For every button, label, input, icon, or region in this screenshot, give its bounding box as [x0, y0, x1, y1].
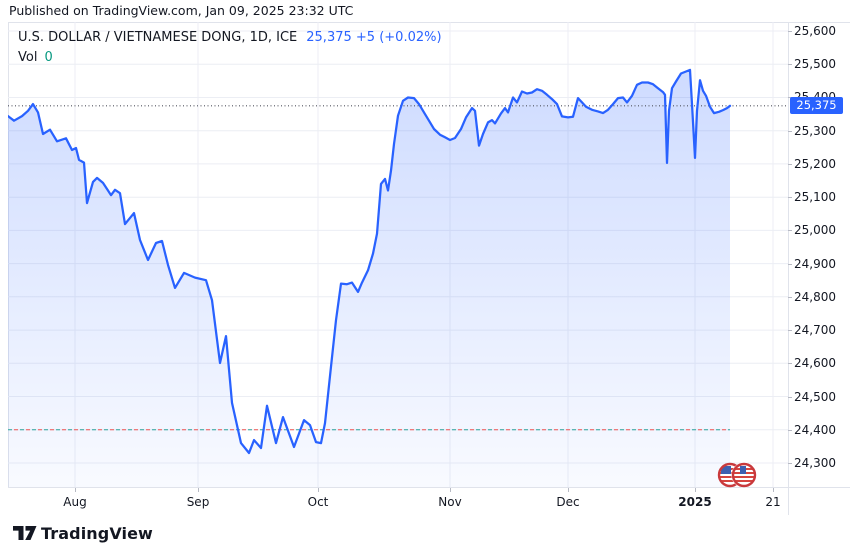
price-axis-tick: [788, 64, 792, 66]
price-axis-tick: [788, 263, 792, 265]
time-axis-tick: [450, 488, 451, 492]
time-axis-tick: [773, 488, 774, 492]
pane-bottom-border: [8, 487, 850, 488]
price-axis-tick: [788, 31, 792, 32]
price-axis-label: 25,000: [794, 223, 836, 238]
price-axis-tick: [788, 130, 792, 132]
time-axis-tick: [695, 488, 696, 492]
volume-value: 0: [44, 50, 53, 65]
price-axis-label: 25,100: [794, 190, 836, 205]
price-axis-label: 25,600: [794, 24, 836, 38]
instrument-flags-icon: [717, 462, 757, 488]
price-axis-tick: [788, 463, 792, 464]
brand-name[interactable]: TradingView: [41, 524, 153, 543]
price-axis-tick: [788, 296, 792, 298]
price-axis-label: 24,800: [794, 289, 836, 304]
price-axis-tick: [788, 163, 792, 165]
time-axis-label: Dec: [556, 495, 580, 509]
pane-top-border: [8, 22, 850, 23]
tradingview-logo-icon[interactable]: [13, 526, 37, 540]
last-price-badge: 25,375: [790, 97, 843, 115]
price-axis-label: 24,300: [794, 456, 836, 470]
price-axis-tick: [788, 230, 792, 232]
time-axis-tick: [568, 488, 569, 492]
price-axis-label: 25,500: [794, 57, 836, 72]
price-axis-tick: [788, 363, 792, 365]
price-chart-svg[interactable]: [8, 22, 788, 487]
price-axis-label: 24,400: [794, 422, 836, 437]
footer: TradingView: [0, 515, 850, 551]
price-axis-label: 24,500: [794, 389, 836, 404]
price-axis-label: 24,900: [794, 256, 836, 271]
time-axis-tick: [318, 488, 319, 492]
price-axis-tick: [788, 429, 792, 431]
symbol-title[interactable]: U.S. DOLLAR / VIETNAMESE DONG, 1D, ICE: [18, 30, 298, 45]
price-axis-tick: [788, 330, 792, 332]
time-axis-label: Nov: [438, 495, 462, 509]
time-axis-label: 21: [765, 495, 781, 509]
time-axis-label: Sep: [186, 495, 210, 509]
time-axis-label: 2025: [678, 495, 712, 509]
last-price-text: 25,375: [306, 30, 352, 45]
price-axis-label: 24,600: [794, 356, 836, 371]
price-axis[interactable]: 25,375 25,60025,50025,40025,30025,20025,…: [788, 0, 850, 515]
time-axis-tick: [198, 488, 199, 492]
chart-legend: U.S. DOLLAR / VIETNAMESE DONG, 1D, ICE 25…: [18, 30, 442, 66]
price-axis-label: 24,700: [794, 323, 836, 338]
price-axis-tick: [788, 197, 792, 199]
volume-label: Vol: [18, 50, 38, 65]
price-axis-tick: [788, 396, 792, 398]
time-axis-label: Aug: [63, 495, 87, 509]
time-axis[interactable]: Aug Sep Oct Nov Dec 2025 21: [0, 487, 850, 515]
price-axis-label: 25,300: [794, 123, 836, 138]
published-bar: Published on TradingView.com, Jan 09, 20…: [9, 3, 354, 18]
time-axis-tick: [75, 488, 76, 492]
time-axis-label: Oct: [307, 495, 329, 509]
price-change-text: +5 (+0.02%): [355, 30, 442, 45]
price-axis-label: 25,200: [794, 156, 836, 171]
price-axis-separator: [788, 22, 789, 515]
